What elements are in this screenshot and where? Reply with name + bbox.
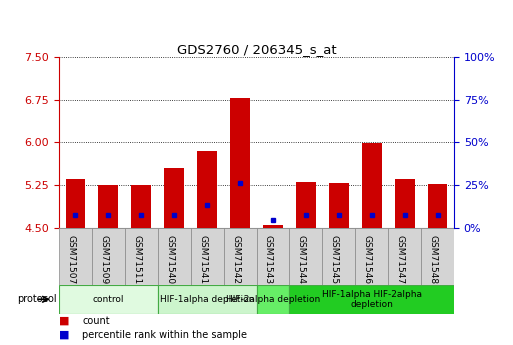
Bar — [59, 228, 92, 285]
Bar — [394, 179, 415, 228]
Bar — [421, 228, 454, 285]
Text: HIF-1alpha depletion: HIF-1alpha depletion — [160, 295, 254, 304]
Text: count: count — [82, 316, 110, 326]
Bar — [131, 185, 151, 228]
Bar — [66, 179, 85, 228]
Bar — [158, 285, 256, 314]
Text: GSM71547: GSM71547 — [396, 235, 405, 284]
Bar — [256, 285, 289, 314]
Text: HIF-1alpha HIF-2alpha
depletion: HIF-1alpha HIF-2alpha depletion — [322, 289, 422, 309]
Bar — [230, 98, 250, 228]
Bar — [362, 143, 382, 228]
Text: GSM71548: GSM71548 — [428, 235, 438, 284]
Text: GSM71509: GSM71509 — [100, 235, 108, 284]
Text: GSM71511: GSM71511 — [132, 235, 141, 284]
Bar — [224, 228, 256, 285]
Text: percentile rank within the sample: percentile rank within the sample — [82, 330, 247, 339]
Text: HIF-2alpha depletion: HIF-2alpha depletion — [226, 295, 320, 304]
Bar — [388, 228, 421, 285]
Bar — [125, 228, 158, 285]
Bar — [263, 225, 283, 228]
Text: GSM71540: GSM71540 — [165, 235, 174, 284]
Bar — [355, 228, 388, 285]
Title: GDS2760 / 206345_s_at: GDS2760 / 206345_s_at — [176, 43, 337, 56]
Text: GSM71507: GSM71507 — [67, 235, 75, 284]
Text: protocol: protocol — [17, 294, 56, 304]
Bar — [158, 228, 191, 285]
Bar — [322, 228, 355, 285]
Text: GSM71545: GSM71545 — [330, 235, 339, 284]
Text: control: control — [93, 295, 124, 304]
Text: GSM71543: GSM71543 — [264, 235, 273, 284]
Bar — [289, 228, 322, 285]
Bar — [296, 182, 315, 228]
Bar — [164, 168, 184, 228]
Bar — [428, 184, 447, 228]
Bar — [92, 228, 125, 285]
Bar — [256, 228, 289, 285]
Bar — [98, 185, 118, 228]
Bar — [197, 151, 217, 228]
Text: GSM71541: GSM71541 — [198, 235, 207, 284]
Text: GSM71542: GSM71542 — [231, 235, 240, 284]
Text: GSM71544: GSM71544 — [297, 235, 306, 284]
Bar — [191, 228, 224, 285]
Text: ■: ■ — [59, 316, 69, 326]
Bar — [59, 285, 158, 314]
Bar — [289, 285, 454, 314]
Bar — [329, 183, 349, 228]
Text: GSM71546: GSM71546 — [363, 235, 372, 284]
Text: ■: ■ — [59, 330, 69, 339]
